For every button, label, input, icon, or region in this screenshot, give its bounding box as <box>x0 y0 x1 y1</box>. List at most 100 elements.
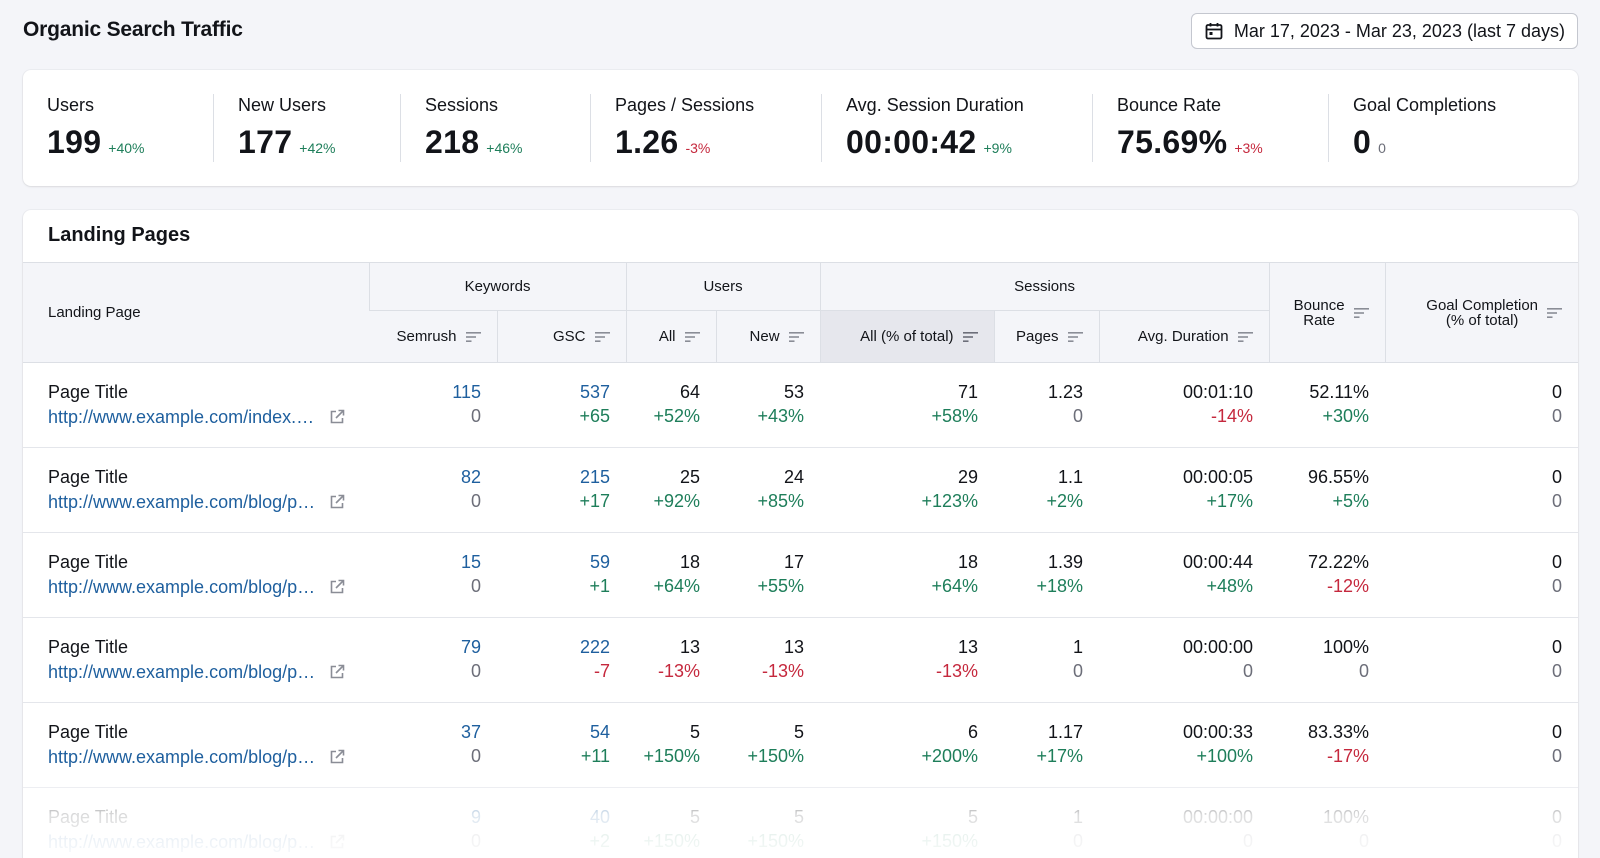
header-semrush[interactable]: Semrush <box>369 310 497 363</box>
cell-value: 00:00:44 <box>1182 552 1254 572</box>
table-cell: 40 +2 <box>497 787 627 858</box>
cell-delta: +150% <box>747 831 805 851</box>
table-cell: 13 -13% <box>716 617 821 703</box>
header-users-new[interactable]: New <box>715 310 821 363</box>
external-link-icon[interactable] <box>328 833 346 851</box>
page-url-link[interactable]: http://www.example.com/blog/post-4 <box>48 747 316 768</box>
cell-delta: +64% <box>653 576 701 596</box>
cell-delta: -12% <box>1327 576 1370 596</box>
cell-delta: +64% <box>931 576 979 596</box>
metric-label: Avg. Session Duration <box>846 95 1024 115</box>
sort-icon[interactable] <box>1067 331 1083 343</box>
cell-value: 222 <box>579 637 611 657</box>
header-avg-duration[interactable]: Avg. Duration <box>1098 310 1270 363</box>
external-link-icon[interactable] <box>328 408 346 426</box>
metric-users: Users 199 +40% <box>23 94 214 162</box>
header-users-all[interactable]: All <box>625 310 717 363</box>
table-cell: 5 +150% <box>626 702 717 788</box>
header-bounce-rate[interactable]: Bounce Rate <box>1268 262 1386 363</box>
page-url-link[interactable]: http://www.example.com/index.html <box>48 407 316 428</box>
cell-delta: 0 <box>470 831 481 851</box>
table-cell: 24 +85% <box>716 447 821 533</box>
table-row: Page Title http://www.example.com/blog/po… <box>23 787 1578 858</box>
cell-value: 17 <box>784 552 805 572</box>
table-cell: 59 +1 <box>497 532 627 618</box>
metric-pages-per-session: Pages / Sessions 1.26 -3% <box>591 94 822 162</box>
cell-value: 00:00:05 <box>1182 467 1254 487</box>
cell-value: 100% <box>1322 637 1370 657</box>
page-url-link[interactable]: http://www.example.com/blog/post-1 <box>48 492 316 513</box>
metric-delta: +46% <box>486 140 523 156</box>
cell-delta: +17% <box>1036 746 1084 766</box>
landing-pages-table: Landing Page Keywords Users Sessions Bou… <box>23 262 1578 858</box>
landing-page-cell: Page Title http://www.example.com/blog/po… <box>23 787 369 858</box>
cell-value: 0 <box>1552 382 1563 402</box>
cell-delta: +150% <box>643 746 701 766</box>
header-sessions-all[interactable]: All (% of total) <box>819 310 995 363</box>
cell-value: 72.22% <box>1307 552 1370 572</box>
sort-icon[interactable] <box>1353 307 1369 319</box>
cell-delta: 0 <box>1552 406 1563 426</box>
table-row: Page Title http://www.example.com/blog/po… <box>23 447 1578 533</box>
sort-icon[interactable] <box>684 331 700 343</box>
cell-value: 215 <box>579 467 611 487</box>
cell-delta: -7 <box>594 661 611 681</box>
table-cell: 6 +200% <box>820 702 995 788</box>
metric-avg-session-duration: Avg. Session Duration 00:00:42 +9% <box>822 94 1093 162</box>
cell-value: 9 <box>470 807 481 827</box>
external-link-icon[interactable] <box>328 578 346 596</box>
cell-delta: 0 <box>470 576 481 596</box>
page-url-link[interactable]: http://www.example.com/blog/post-3 <box>48 662 316 683</box>
metric-label: Sessions <box>425 95 499 115</box>
cell-value: 83.33% <box>1307 722 1370 742</box>
sort-icon[interactable] <box>465 331 481 343</box>
page-url-link[interactable]: http://www.example.com/blog/post-5 <box>48 832 316 853</box>
sort-icon[interactable] <box>788 331 804 343</box>
external-link-icon[interactable] <box>328 748 346 766</box>
page-title-text: Page Title <box>48 467 129 487</box>
sort-icon[interactable] <box>962 331 978 343</box>
cell-delta: +30% <box>1322 406 1370 426</box>
sort-icon[interactable] <box>594 331 610 343</box>
cell-delta: +150% <box>643 831 701 851</box>
header-gsc[interactable]: GSC <box>496 310 627 363</box>
table-cell: 5 +150% <box>626 787 717 858</box>
cell-value: 100% <box>1322 807 1370 827</box>
cell-delta: 0 <box>1073 406 1084 426</box>
cell-delta: +2 <box>589 831 611 851</box>
header-goal-completion[interactable]: Goal Completion (% of total) <box>1384 262 1578 363</box>
external-link-icon[interactable] <box>328 663 346 681</box>
external-link-icon[interactable] <box>328 493 346 511</box>
cell-value: 00:00:00 <box>1182 637 1254 657</box>
sort-icon[interactable] <box>1547 307 1563 319</box>
table-cell: 96.55% +5% <box>1269 447 1386 533</box>
cell-delta: +150% <box>747 746 805 766</box>
cell-delta: +123% <box>921 491 979 511</box>
table-cell: 100% 0 <box>1269 787 1386 858</box>
cell-delta: 0 <box>1073 831 1084 851</box>
table-cell: 00:00:00 0 <box>1099 617 1270 703</box>
metric-label: Goal Completions <box>1353 95 1497 115</box>
cell-value: 5 <box>968 807 979 827</box>
table-cell: 71 +58% <box>820 362 995 448</box>
table-cell: 13 -13% <box>820 617 995 703</box>
cell-value: 71 <box>958 382 979 402</box>
cell-delta: +1 <box>589 576 611 596</box>
header-pages[interactable]: Pages <box>993 310 1100 363</box>
landing-page-cell: Page Title http://www.example.com/index.h… <box>23 362 369 448</box>
date-range-picker[interactable]: Mar 17, 2023 - Mar 23, 2023 (last 7 days… <box>1190 13 1578 49</box>
metric-label: New Users <box>238 95 327 115</box>
cell-value: 0 <box>1552 467 1563 487</box>
cell-value: 40 <box>589 807 611 827</box>
table-cell: 5 +150% <box>716 702 821 788</box>
sort-icon[interactable] <box>1237 331 1253 343</box>
table-cell: 00:01:10 -14% <box>1099 362 1270 448</box>
page-title-text: Page Title <box>48 552 129 572</box>
table-cell: 537 +65 <box>497 362 627 448</box>
table-cell: 1.39 +18% <box>994 532 1100 618</box>
header-label: All <box>658 328 676 346</box>
page-url-link[interactable]: http://www.example.com/blog/post-2 <box>48 577 316 598</box>
